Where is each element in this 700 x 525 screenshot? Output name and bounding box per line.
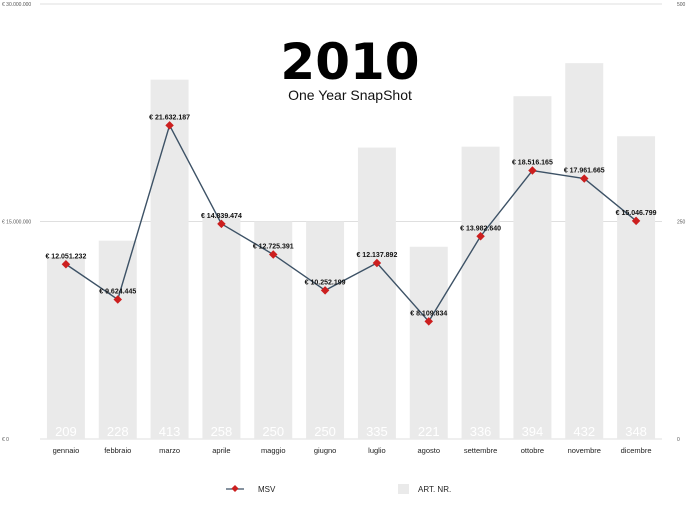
right-axis-tick-label: 250 xyxy=(677,220,686,226)
x-axis-month-label: gennaio xyxy=(53,446,80,455)
art-nr-bar xyxy=(98,240,137,439)
bar-value-label: 258 xyxy=(211,424,233,439)
msv-points xyxy=(61,121,641,326)
x-axis-month-label: marzo xyxy=(159,446,180,455)
msv-value-label: € 17.961.665 xyxy=(564,168,605,175)
art-nr-bar xyxy=(306,221,345,439)
legend-label-art-nr: ART. NR. xyxy=(418,485,451,494)
art-nr-bar xyxy=(409,246,448,439)
msv-point xyxy=(476,232,485,241)
x-axis-month-label: dicembre xyxy=(621,446,652,455)
legend-diamond-icon xyxy=(231,484,239,493)
msv-point xyxy=(269,250,278,259)
x-axis-month-label: settembre xyxy=(464,446,497,455)
x-axis-month-label: agosto xyxy=(417,446,440,455)
msv-value-label: € 15.046.799 xyxy=(616,210,657,217)
bar-value-label: 432 xyxy=(573,424,595,439)
msv-value-label: € 12.725.391 xyxy=(253,243,294,250)
left-axis-tick-label: € 0 xyxy=(2,437,9,443)
msv-point xyxy=(424,317,433,326)
right-axis-tick-label: 0 xyxy=(677,437,680,443)
msv-point xyxy=(217,219,226,229)
x-axis-month-label: ottobre xyxy=(521,446,544,455)
bar-value-label: 250 xyxy=(262,424,284,439)
legend-bar-swatch xyxy=(398,484,409,494)
bar-value-label: 221 xyxy=(418,424,440,439)
bars xyxy=(46,63,656,440)
x-axis-month-label: novembre xyxy=(568,446,601,455)
msv-value-label: € 18.516.165 xyxy=(512,160,553,167)
bar-value-label: 413 xyxy=(159,424,181,439)
chart-title: 2010 xyxy=(280,33,419,91)
bar-value-label: 335 xyxy=(366,424,388,439)
left-axis-tick-label: € 30.000.000 xyxy=(2,2,31,8)
axes: € 0 € 15.000.000 € 30.000.000 0 250 500 gennai… xyxy=(2,2,686,455)
msv-value-label: € 13.982.640 xyxy=(460,225,501,232)
x-axis-month-label: maggio xyxy=(261,446,286,455)
x-axis-month-label: luglio xyxy=(368,446,386,455)
msv-value-label: € 14.839.474 xyxy=(201,213,242,220)
bar-value-label: 228 xyxy=(107,424,129,439)
msv-point xyxy=(113,295,122,304)
art-nr-bar xyxy=(565,63,604,439)
legend-label-msv: MSV xyxy=(258,485,276,494)
x-axis-month-label: aprile xyxy=(212,446,230,455)
art-nr-bar xyxy=(513,96,552,439)
msv-value-label: € 12.051.232 xyxy=(45,253,86,260)
bar-value-label: 250 xyxy=(314,424,336,439)
art-nr-bar xyxy=(617,136,656,440)
art-nr-bar xyxy=(46,257,85,439)
art-nr-bar xyxy=(150,79,189,439)
art-nr-bar xyxy=(357,147,396,440)
art-nr-bar xyxy=(202,214,241,439)
msv-value-label: € 12.137.892 xyxy=(356,252,397,259)
msv-series-line xyxy=(65,124,637,323)
art-nr-bar xyxy=(461,146,500,439)
left-axis-tick-label: € 15.000.000 xyxy=(2,220,31,226)
msv-value-label: € 9.624.445 xyxy=(99,288,136,295)
msv-point xyxy=(372,258,382,268)
msv-point xyxy=(320,286,330,295)
chart-subtitle: One Year SnapShot xyxy=(288,87,412,103)
msv-value-label: € 10.252.199 xyxy=(305,279,346,286)
x-axis-month-label: febbraio xyxy=(104,446,131,455)
bar-value-label: 336 xyxy=(470,424,492,439)
right-axis-tick-label: 500 xyxy=(677,2,686,8)
msv-value-label: € 8.109.834 xyxy=(410,310,447,317)
msv-value-label: € 21.632.187 xyxy=(149,114,190,121)
bar-value-label: 209 xyxy=(55,424,77,439)
bar-value-label: 394 xyxy=(522,424,544,439)
grid-lines xyxy=(40,3,662,440)
bar-value-label: 348 xyxy=(625,424,647,439)
legend: MSV ART. NR. xyxy=(226,484,451,494)
x-axis-month-label: giugno xyxy=(314,446,337,455)
labels: 209 228 413 258 250 250 335 221 336 394 432 348 € 12… xyxy=(45,114,656,439)
msv-line xyxy=(65,124,637,323)
